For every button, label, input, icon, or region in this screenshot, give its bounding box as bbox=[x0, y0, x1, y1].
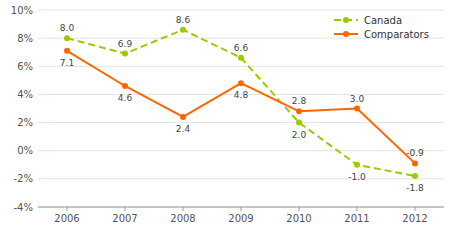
data-point bbox=[238, 80, 244, 86]
legend: Canada Comparators bbox=[334, 15, 429, 40]
x-tick bbox=[125, 207, 126, 211]
data-point bbox=[354, 162, 360, 168]
axes: -4% -2% 0% 2% 4% 6% 8% 10% 2006 2007 2008 2009 2010 2… bbox=[11, 5, 444, 225]
y-tick-label: 0% bbox=[17, 145, 33, 156]
chart: -4% -2% 0% 2% 4% 6% 8% 10% 2006 2007 2008 2009 2010 2… bbox=[0, 0, 454, 229]
legend-label: Comparators bbox=[364, 29, 429, 40]
x-tick bbox=[415, 207, 416, 211]
data-point bbox=[122, 83, 128, 89]
data-point bbox=[412, 173, 418, 179]
x-tick bbox=[299, 207, 300, 211]
data-point bbox=[296, 120, 302, 126]
x-tick bbox=[241, 207, 242, 211]
legend-label: Canada bbox=[364, 15, 402, 26]
legend-marker bbox=[343, 17, 349, 23]
grid-line bbox=[38, 178, 444, 179]
data-point bbox=[64, 48, 70, 54]
data-label: 4.8 bbox=[234, 90, 249, 100]
data-label: -1.0 bbox=[348, 172, 366, 182]
x-tick bbox=[357, 207, 358, 211]
y-tick-label: 6% bbox=[17, 61, 33, 72]
y-tick-label: 2% bbox=[17, 117, 33, 128]
y-tick-label: -2% bbox=[14, 173, 33, 184]
legend-marker bbox=[343, 31, 349, 37]
x-tick-label: 2006 bbox=[54, 213, 79, 224]
data-label: 7.1 bbox=[60, 58, 74, 68]
data-point bbox=[180, 114, 186, 120]
data-label: 6.6 bbox=[234, 43, 249, 53]
data-label: -1.8 bbox=[406, 183, 424, 193]
y-tick-label: 4% bbox=[17, 89, 33, 100]
data-labels: 8.0 6.9 8.6 6.6 2.0 -1.0 -1.8 7.1 4.6 2.4 4.8 2.8 3.… bbox=[60, 15, 424, 193]
grid-line bbox=[38, 10, 444, 11]
x-tick-label: 2008 bbox=[170, 213, 195, 224]
data-point bbox=[296, 108, 302, 114]
grid-line bbox=[38, 150, 444, 151]
data-label: 8.0 bbox=[60, 23, 75, 33]
y-tick-label: -4% bbox=[14, 202, 33, 213]
grid-line bbox=[38, 66, 444, 67]
chart-container: -4% -2% 0% 2% 4% 6% 8% 10% 2006 2007 2008 2009 2010 2… bbox=[0, 0, 454, 229]
data-label: -0.9 bbox=[406, 148, 424, 158]
data-point bbox=[122, 51, 128, 57]
grid-line bbox=[38, 122, 444, 123]
plot-area bbox=[64, 27, 418, 179]
x-tick-label: 2010 bbox=[286, 213, 311, 224]
data-point bbox=[354, 106, 360, 112]
x-tick-label: 2011 bbox=[344, 213, 369, 224]
data-label: 3.0 bbox=[350, 94, 365, 104]
series-line bbox=[67, 30, 415, 176]
data-point bbox=[64, 35, 70, 41]
x-tick-label: 2009 bbox=[228, 213, 253, 224]
data-label: 4.6 bbox=[118, 93, 133, 103]
y-tick-label: 10% bbox=[11, 5, 33, 16]
x-tick bbox=[183, 207, 184, 211]
y-tick-label: 8% bbox=[17, 33, 33, 44]
series-line bbox=[67, 51, 415, 164]
data-point bbox=[412, 160, 418, 166]
x-tick bbox=[67, 207, 68, 211]
x-tick-label: 2012 bbox=[402, 213, 427, 224]
data-label: 6.9 bbox=[118, 39, 133, 49]
data-label: 2.4 bbox=[176, 124, 191, 134]
data-point bbox=[180, 27, 186, 33]
x-tick-label: 2007 bbox=[112, 213, 137, 224]
data-label: 2.8 bbox=[292, 96, 307, 106]
data-label: 2.0 bbox=[292, 130, 307, 140]
data-point bbox=[238, 55, 244, 61]
data-label: 8.6 bbox=[176, 15, 191, 25]
